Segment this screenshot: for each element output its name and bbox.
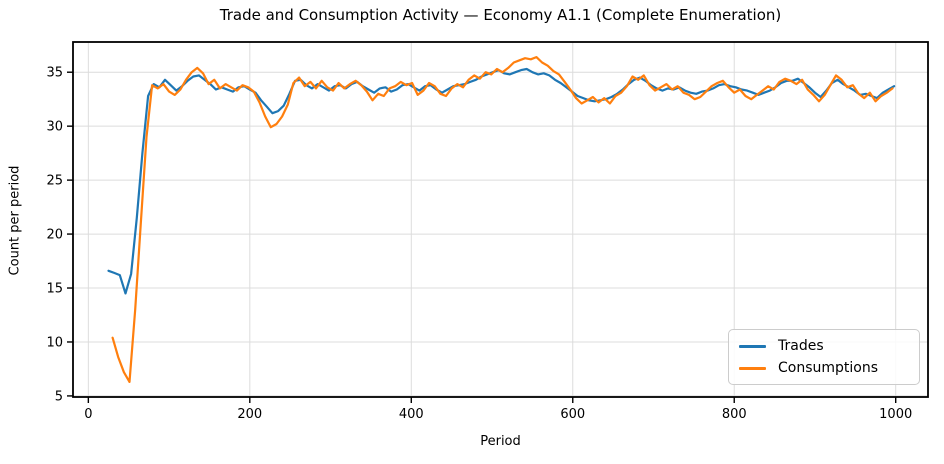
legend-item-consumptions: Consumptions — [739, 360, 909, 376]
x-tick-label: 1000 — [879, 407, 912, 422]
x-tick-label: 0 — [84, 407, 92, 422]
y-tick-label: 15 — [46, 282, 63, 297]
chart-title: Trade and Consumption Activity — Economy… — [219, 6, 782, 24]
legend-label-consumptions: Consumptions — [778, 360, 879, 376]
x-tick-label: 400 — [399, 407, 424, 422]
trades-line-swatch — [739, 344, 766, 348]
y-tick-label: 20 — [46, 228, 63, 243]
legend-item-trades: Trades — [739, 338, 909, 354]
legend-box: Trades Consumptions — [728, 329, 920, 385]
y-tick-label: 5 — [55, 389, 63, 404]
trades-line — [107, 67, 896, 295]
y-tick-label: 30 — [46, 120, 63, 135]
y-tick-label: 10 — [46, 335, 63, 350]
legend-label-trades: Trades — [778, 338, 824, 354]
y-tick-label: 25 — [46, 174, 63, 189]
y-axis-label: Count per period — [7, 165, 23, 276]
x-axis-label: Period — [480, 434, 521, 449]
x-tick-label: 200 — [237, 407, 262, 422]
x-tick-label: 600 — [560, 407, 585, 422]
consumptions-line-swatch — [739, 366, 766, 370]
y-tick-label: 35 — [46, 66, 63, 81]
consumptions-line — [111, 55, 894, 383]
axes-frame — [72, 41, 929, 398]
x-tick-label: 800 — [722, 407, 747, 422]
